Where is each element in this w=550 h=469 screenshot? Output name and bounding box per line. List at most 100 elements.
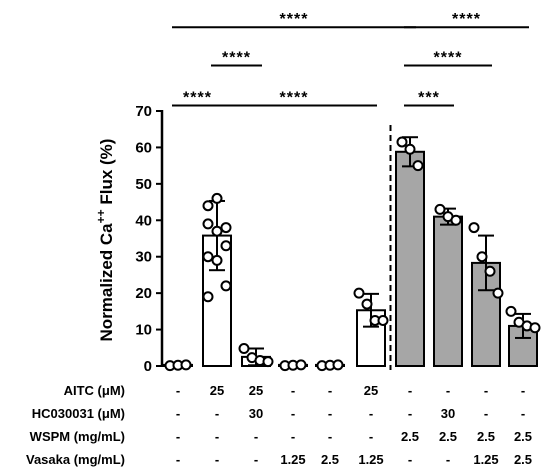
- data-point: [396, 136, 408, 148]
- treatment-value: -: [446, 383, 450, 398]
- treatment-value: 25: [249, 383, 263, 398]
- bar: [433, 215, 463, 367]
- treatment-value: -: [369, 429, 373, 444]
- treatment-value: -: [215, 406, 219, 421]
- y-tick-label: 50: [135, 176, 152, 193]
- y-tick-label: 60: [135, 139, 152, 156]
- data-point: [220, 222, 232, 234]
- treatment-value: -: [176, 406, 180, 421]
- treatment-value: -: [328, 406, 332, 421]
- treatment-value: -: [328, 383, 332, 398]
- data-point: [211, 225, 223, 237]
- data-points: [164, 136, 541, 372]
- significance-label: ****: [222, 49, 251, 66]
- treatment-value: 30: [441, 406, 455, 421]
- treatment-value: -: [484, 406, 488, 421]
- treatment-value: -: [408, 452, 412, 467]
- treatment-table: AITC (μM) - 25 25 - - 25 - - - - HC030031 (μM) - - 30 -…: [26, 383, 532, 467]
- data-point: [211, 254, 223, 266]
- treatment-value: 2.5: [401, 429, 419, 444]
- treatment-value: 2.5: [514, 452, 532, 467]
- treatment-value: 2.5: [439, 429, 457, 444]
- y-axis-title-main: Normalized Ca: [97, 223, 116, 342]
- bar: [471, 261, 501, 368]
- treatment-value: 2.5: [477, 429, 495, 444]
- data-point: [202, 218, 214, 230]
- data-point: [220, 280, 232, 292]
- treatment-value: 1.25: [473, 452, 498, 467]
- data-point: [434, 203, 446, 215]
- data-point: [404, 143, 416, 155]
- y-tick-label: 40: [135, 212, 152, 229]
- significance-label: ****: [280, 90, 309, 107]
- treatment-label: HC030031 (μM): [32, 406, 125, 421]
- y-axis-title-suffix: Flux (%): [97, 139, 116, 210]
- data-point: [180, 359, 192, 371]
- data-point: [412, 160, 424, 172]
- y-tick-label: 20: [135, 285, 152, 302]
- treatment-value: -: [484, 383, 488, 398]
- data-point: [492, 287, 504, 299]
- y-tick-label: 10: [135, 322, 152, 339]
- data-point: [211, 192, 223, 204]
- data-point: [529, 322, 541, 334]
- treatment-value: -: [369, 406, 373, 421]
- significance-label: ***: [418, 90, 440, 107]
- data-point: [202, 291, 214, 303]
- y-tick-label: 30: [135, 249, 152, 266]
- data-point: [450, 214, 462, 226]
- treatment-value: 1.25: [358, 452, 383, 467]
- treatment-value: -: [254, 429, 258, 444]
- y-axis: 0 10 20 30 40 50 60 70: [135, 103, 164, 375]
- significance-label: ****: [452, 11, 481, 28]
- y-tick-label: 0: [144, 358, 152, 375]
- treatment-value: 2.5: [321, 452, 339, 467]
- treatment-value: -: [176, 429, 180, 444]
- significance-label: ****: [280, 11, 309, 28]
- data-point: [295, 359, 307, 371]
- significance-label: ****: [183, 90, 212, 107]
- data-point: [361, 298, 373, 310]
- data-point: [202, 251, 214, 263]
- treatment-value: -: [446, 452, 450, 467]
- treatment-label: WSPM (mg/mL): [30, 429, 125, 444]
- treatment-value: -: [291, 429, 295, 444]
- data-point: [505, 305, 517, 317]
- data-point: [353, 287, 365, 299]
- treatment-value: -: [254, 452, 258, 467]
- treatment-value: -: [408, 406, 412, 421]
- treatment-value: -: [215, 429, 219, 444]
- significance-label: ****: [434, 49, 463, 66]
- treatment-value: -: [215, 452, 219, 467]
- treatment-value: -: [291, 383, 295, 398]
- y-tick-label: 70: [135, 103, 152, 120]
- treatment-value: -: [176, 383, 180, 398]
- data-point: [262, 356, 274, 368]
- treatment-value: -: [291, 406, 295, 421]
- treatment-value: -: [521, 406, 525, 421]
- y-axis-title: Normalized Ca++ Flux (%): [94, 139, 116, 342]
- data-point: [220, 240, 232, 252]
- treatment-value: 1.25: [280, 452, 305, 467]
- treatment-value: 25: [210, 383, 224, 398]
- significance-brackets: **** ******************* ****: [172, 11, 529, 107]
- bar: [395, 150, 425, 367]
- data-point: [484, 265, 496, 277]
- y-axis-title-superscript: ++: [94, 209, 108, 223]
- treatment-value: 2.5: [514, 429, 532, 444]
- treatment-label: AITC (μM): [64, 383, 125, 398]
- treatment-value: -: [408, 383, 412, 398]
- data-point: [377, 314, 389, 326]
- data-point: [332, 359, 344, 371]
- treatment-value: -: [521, 383, 525, 398]
- data-point: [238, 343, 250, 355]
- treatment-value: 30: [249, 406, 263, 421]
- treatment-value: 25: [364, 383, 378, 398]
- data-point: [468, 222, 480, 234]
- data-point: [202, 200, 214, 212]
- treatment-label: Vasaka (mg/mL): [26, 452, 125, 467]
- treatment-value: -: [328, 429, 332, 444]
- svg-text:Normalized Ca++ Flux (%): Normalized Ca++ Flux (%): [94, 139, 116, 342]
- treatment-value: -: [176, 452, 180, 467]
